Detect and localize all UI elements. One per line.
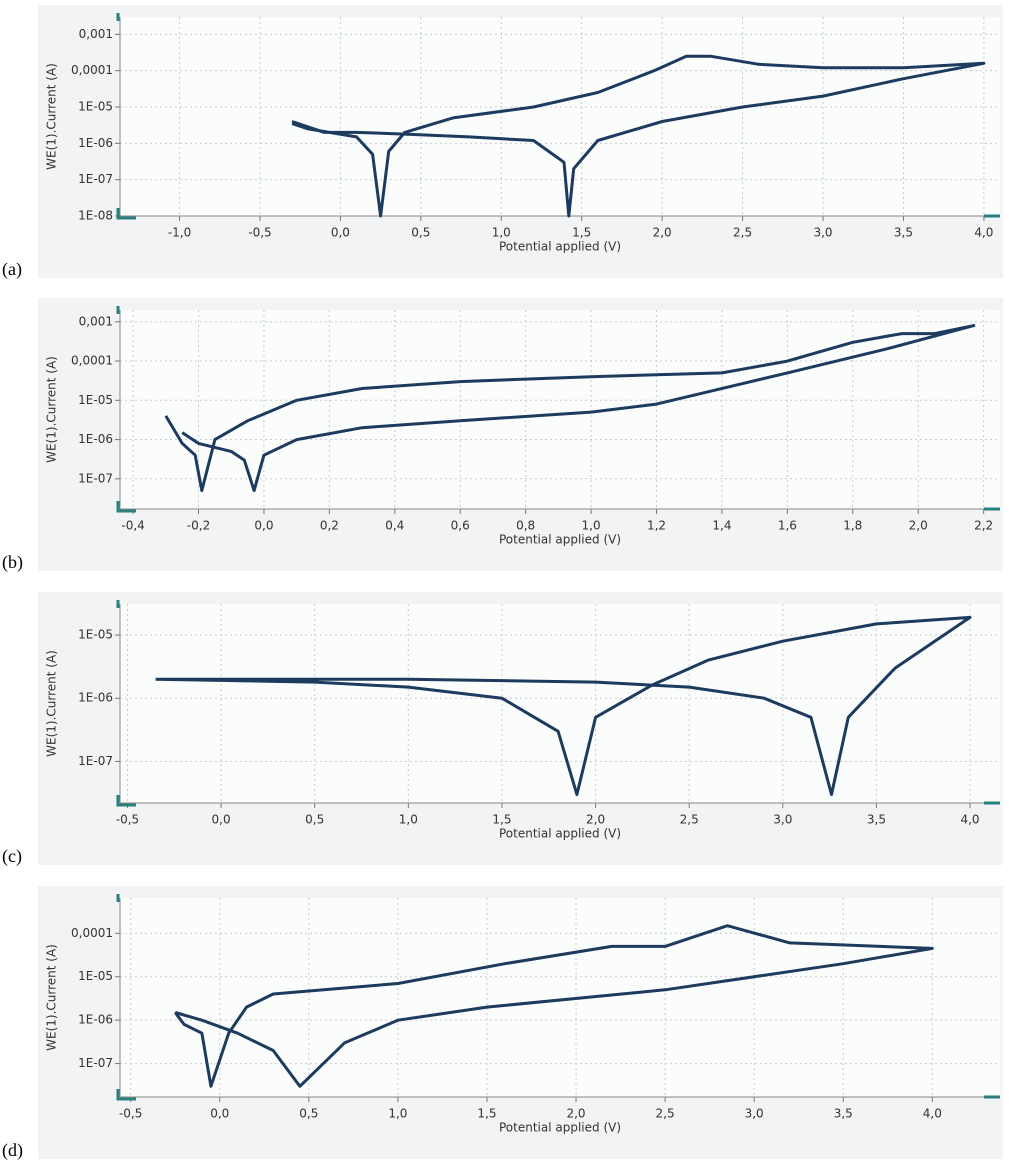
y-axis-label: WE(1).Current (A) xyxy=(45,944,59,1051)
x-tick-label: 0,0 xyxy=(331,226,350,240)
x-tick-label: 0,0 xyxy=(212,813,231,827)
x-tick-label: 1,6 xyxy=(778,519,797,533)
y-tick-label: 0,0001 xyxy=(71,63,113,77)
x-tick-label: 1,5 xyxy=(572,226,591,240)
x-tick-label: -1,0 xyxy=(168,226,191,240)
y-tick-label: 0,001 xyxy=(79,314,113,328)
x-tick-label: 4,0 xyxy=(974,226,993,240)
y-tick-label: 1E-07 xyxy=(78,471,113,485)
current-line xyxy=(291,54,986,218)
x-tick-label: 1,2 xyxy=(647,519,666,533)
x-tick-label: 1,4 xyxy=(712,519,731,533)
x-tick-label: 1,5 xyxy=(477,1107,496,1121)
x-tick-label: 1,5 xyxy=(492,813,511,827)
y-tick-label: 1E-05 xyxy=(78,100,113,114)
y-tick-label: 1E-06 xyxy=(78,1013,113,1027)
x-tick-label: 2,2 xyxy=(974,519,993,533)
panel-label: (d) xyxy=(2,1140,23,1161)
x-axis-label: Potential applied (V) xyxy=(499,533,621,547)
y-tick-label: 1E-06 xyxy=(78,432,113,446)
plot-area xyxy=(120,898,1000,1097)
x-tick-label: 4,0 xyxy=(923,1107,942,1121)
x-tick-label: 1,8 xyxy=(843,519,862,533)
y-tick-label: 0,0001 xyxy=(71,926,113,940)
x-tick-label: 3,0 xyxy=(773,813,792,827)
y-tick-label: 1E-08 xyxy=(78,209,113,223)
x-tick-label: -0,5 xyxy=(116,813,139,827)
x-tick-label: 3,0 xyxy=(745,1107,764,1121)
x-tick-label: 2,0 xyxy=(653,226,672,240)
x-tick-label: 0,8 xyxy=(516,519,535,533)
x-tick-label: 2,0 xyxy=(909,519,928,533)
x-tick-label: 3,5 xyxy=(894,226,913,240)
y-axis-label: WE(1).Current (A) xyxy=(45,63,59,170)
y-tick-label: 1E-07 xyxy=(78,1056,113,1070)
x-tick-label: -0,5 xyxy=(248,226,271,240)
x-tick-label: -0,5 xyxy=(119,1107,142,1121)
x-tick-label: 0,5 xyxy=(305,813,324,827)
y-tick-label: 1E-07 xyxy=(78,172,113,186)
x-tick-label: 3,5 xyxy=(867,813,886,827)
y-tick-label: 1E-07 xyxy=(78,754,113,768)
x-axis-label: Potential applied (V) xyxy=(499,1121,621,1135)
y-axis-label: WE(1).Current (A) xyxy=(45,650,59,757)
plot-area xyxy=(120,17,1000,216)
y-tick-label: 1E-06 xyxy=(78,691,113,705)
x-tick-label: 2,5 xyxy=(733,226,752,240)
x-tick-label: 1,0 xyxy=(388,1107,407,1121)
y-tick-label: 0,0001 xyxy=(71,354,113,368)
x-tick-label: 1,0 xyxy=(399,813,418,827)
x-tick-label: 2,0 xyxy=(566,1107,585,1121)
y-tick-label: 1E-05 xyxy=(78,628,113,642)
axis-corner xyxy=(116,600,1000,807)
x-axis-label: Potential applied (V) xyxy=(499,240,621,254)
x-tick-label: 1,0 xyxy=(492,226,511,240)
x-tick-label: 3,0 xyxy=(813,226,832,240)
x-tick-label: -0,4 xyxy=(121,519,144,533)
x-tick-label: 3,5 xyxy=(834,1107,853,1121)
y-axis-label: WE(1).Current (A) xyxy=(45,356,59,463)
y-tick-label: 1E-05 xyxy=(78,969,113,983)
x-tick-label: 0,2 xyxy=(320,519,339,533)
x-axis-label: Potential applied (V) xyxy=(499,827,621,841)
x-tick-label: -0,2 xyxy=(187,519,210,533)
x-tick-label: 0,0 xyxy=(254,519,273,533)
current-line xyxy=(173,924,934,1088)
panel-label: (b) xyxy=(2,552,23,573)
y-tick-label: 1E-05 xyxy=(78,393,113,407)
panel-label: (a) xyxy=(2,259,22,280)
axis-corner xyxy=(116,306,1000,513)
plot-area xyxy=(120,604,1000,803)
x-tick-label: 2,0 xyxy=(586,813,605,827)
x-tick-label: 0,0 xyxy=(210,1107,229,1121)
x-tick-label: 0,4 xyxy=(385,519,404,533)
current-line xyxy=(155,615,972,796)
y-tick-label: 1E-06 xyxy=(78,136,113,150)
x-tick-label: 1,0 xyxy=(582,519,601,533)
x-tick-label: 0,6 xyxy=(451,519,470,533)
axis-corner xyxy=(116,13,1000,220)
x-tick-label: 2,5 xyxy=(680,813,699,827)
x-tick-label: 2,5 xyxy=(656,1107,675,1121)
y-tick-label: 0,001 xyxy=(79,27,113,41)
current-line xyxy=(164,324,976,493)
axis-corner xyxy=(116,894,1000,1101)
panel-label: (c) xyxy=(2,846,22,867)
x-tick-label: 4,0 xyxy=(960,813,979,827)
x-tick-label: 0,5 xyxy=(299,1107,318,1121)
x-tick-label: 0,5 xyxy=(411,226,430,240)
